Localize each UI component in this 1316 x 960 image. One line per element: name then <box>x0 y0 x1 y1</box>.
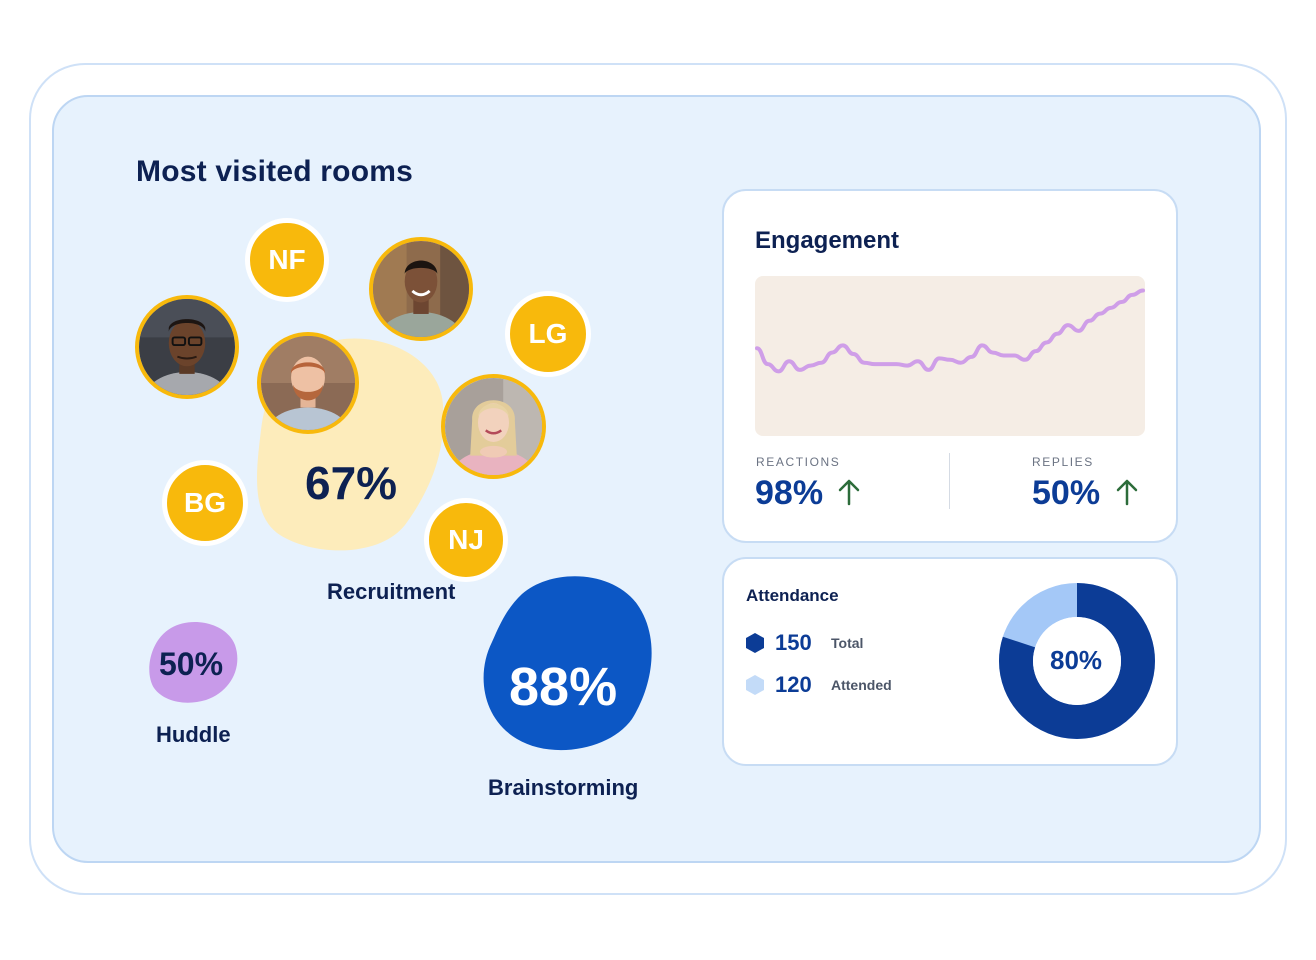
chart-background <box>755 276 1145 436</box>
huddle-label: Huddle <box>156 722 231 747</box>
attended-label: Attended <box>831 677 892 693</box>
participant-initials[interactable]: BG <box>162 460 248 546</box>
total-legend-icon <box>746 633 764 653</box>
replies-label: REPLIES <box>1032 455 1094 469</box>
engagement-series-line <box>755 288 1145 374</box>
stat-divider <box>949 453 950 509</box>
avatar[interactable] <box>369 237 473 341</box>
arrow-up-icon <box>1116 479 1138 506</box>
avatar[interactable] <box>441 374 546 479</box>
recruitment-percent: 67% <box>305 457 398 509</box>
huddle-blob[interactable] <box>146 620 240 704</box>
attended-legend-icon <box>746 675 764 695</box>
attended-value: 120 <box>775 672 812 697</box>
replies-value: 50% <box>1032 474 1101 512</box>
avatar[interactable] <box>257 332 359 434</box>
attendance-title: Attendance <box>746 586 839 605</box>
reactions-value: 98% <box>755 474 824 512</box>
total-value: 150 <box>775 630 812 655</box>
rooms-title: Most visited rooms <box>136 155 413 188</box>
brainstorming-percent: 88% <box>509 657 618 717</box>
attendance-percent: 80% <box>1050 645 1103 675</box>
donut-center <box>1033 617 1121 705</box>
participant-initials[interactable]: LG <box>505 291 591 377</box>
recruitment-label: Recruitment <box>327 579 456 604</box>
arrow-up-icon <box>838 479 860 506</box>
attendance-donut-chart <box>999 583 1155 739</box>
reactions-label: REACTIONS <box>756 455 841 469</box>
participant-initials[interactable]: NJ <box>424 498 508 582</box>
engagement-title: Engagement <box>755 227 900 254</box>
avatar[interactable] <box>135 295 239 399</box>
brainstorming-label: Brainstorming <box>488 775 639 800</box>
engagement-line-chart <box>755 276 1145 436</box>
huddle-percent: 50% <box>159 646 224 682</box>
total-label: Total <box>831 635 864 651</box>
brainstorming-blob[interactable] <box>482 574 654 754</box>
participant-initials[interactable]: NF <box>245 218 329 302</box>
donut-attendance-segment <box>999 583 1155 739</box>
